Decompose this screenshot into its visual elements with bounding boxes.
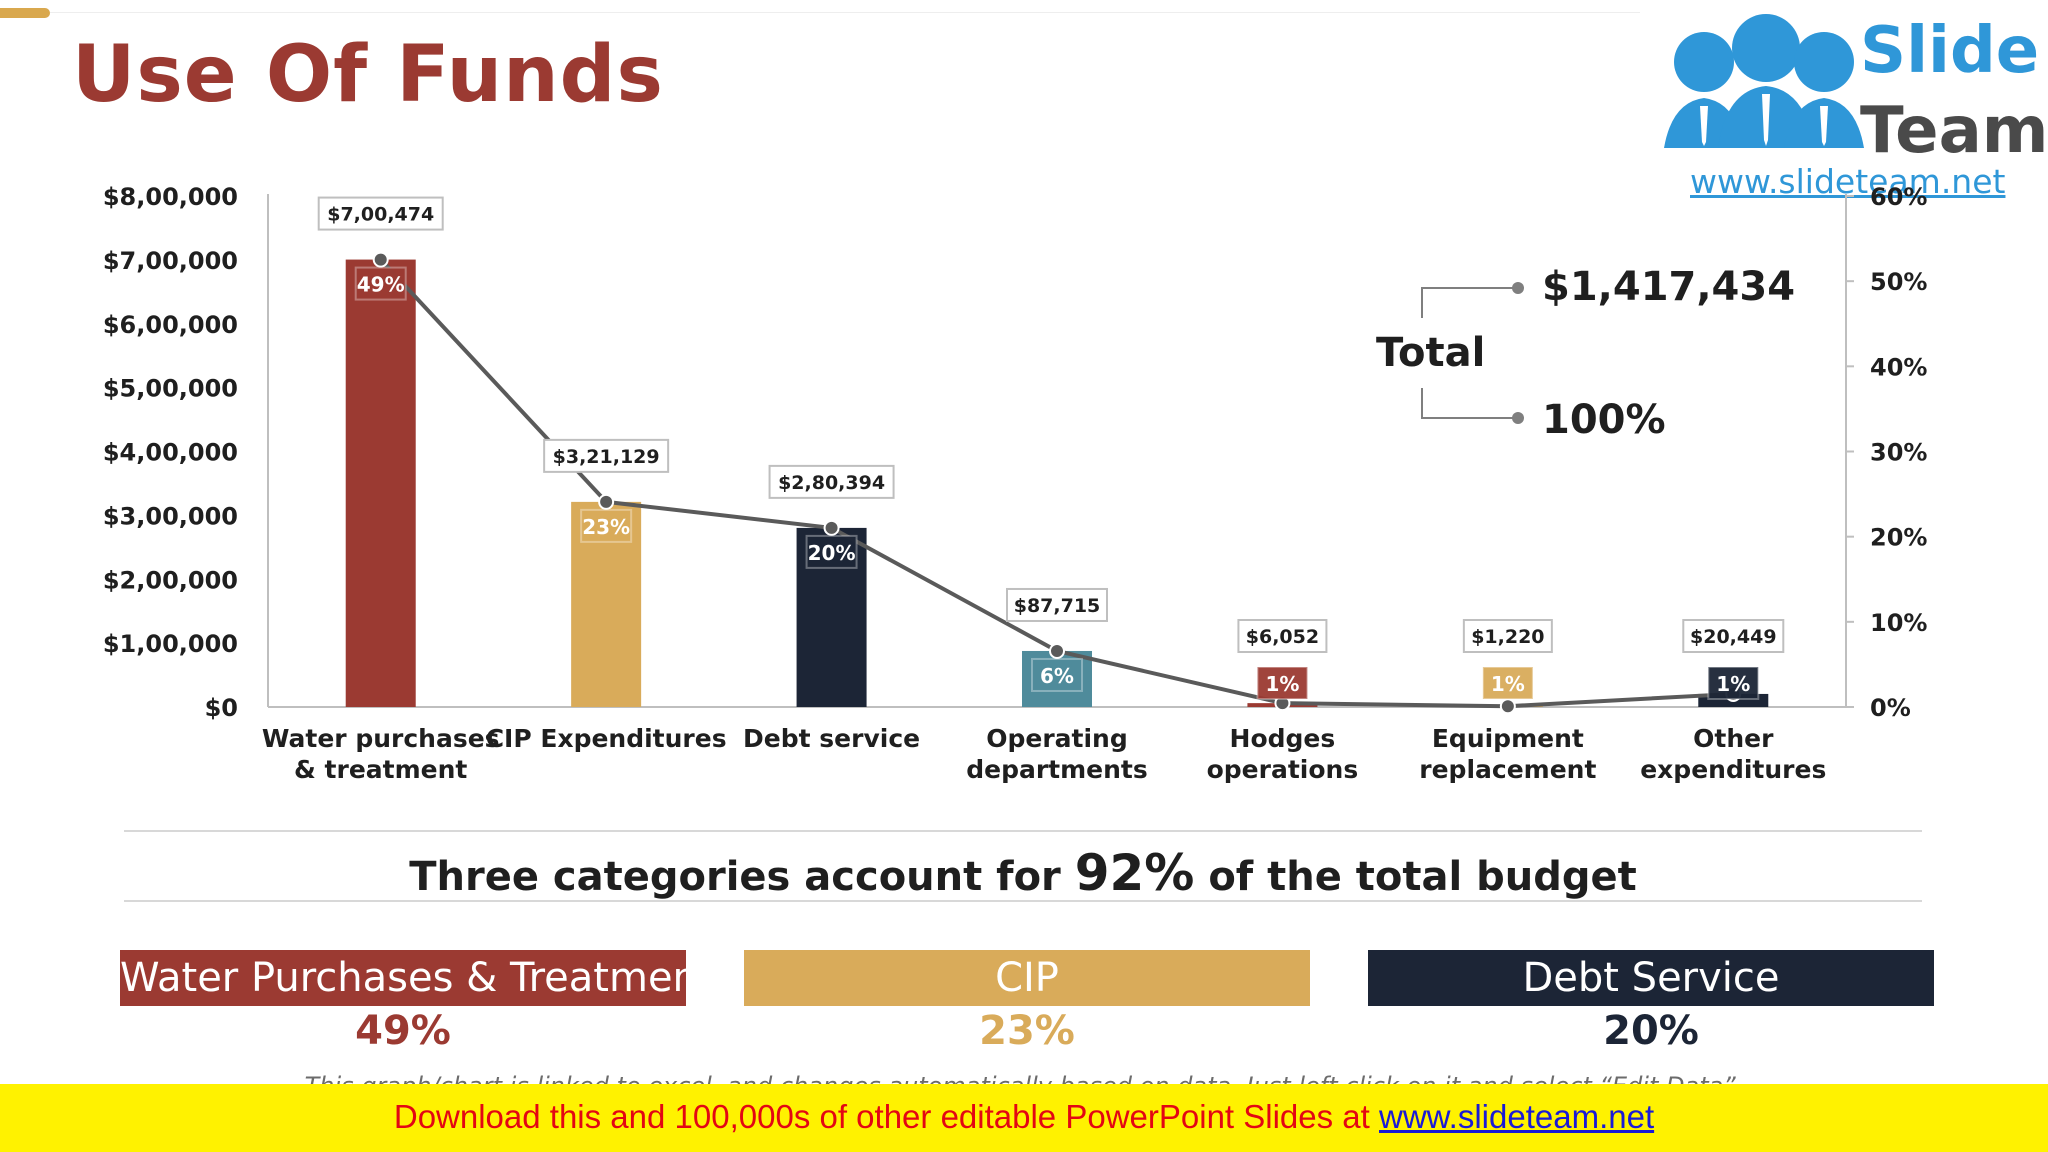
value-label-box	[1006, 587, 1108, 622]
value-label: $6,052	[1246, 626, 1319, 648]
x-category-label: operations	[1207, 755, 1359, 784]
y-right-tick-label: 40%	[1870, 353, 1927, 381]
value-label: $7,00,474	[327, 204, 434, 226]
percent-label-box	[1707, 666, 1760, 700]
y-left-tick-label: $0	[205, 694, 238, 722]
logo-url-link[interactable]: www.slideteam.net	[1690, 162, 2006, 201]
y-left-tick-label: $2,00,000	[103, 566, 238, 594]
banner-text: Download this and 100,000s of other edit…	[393, 1098, 1379, 1135]
y-left-tick-label: $3,00,000	[103, 502, 238, 530]
y-right-tick-label: 0%	[1870, 694, 1911, 722]
people-logo-icon	[1664, 14, 1864, 148]
bar	[345, 259, 416, 707]
top-rule	[50, 12, 1640, 13]
x-category-label: CIP Expenditures	[486, 724, 727, 753]
value-label: $20,449	[1690, 626, 1777, 648]
line-point	[1499, 698, 1516, 715]
x-category-label: Operating	[986, 724, 1128, 753]
percent-label-box	[354, 266, 407, 301]
y-left-tick-label: $6,00,000	[103, 311, 238, 339]
percent-label: 1%	[1265, 672, 1299, 696]
percent-label: 1%	[1491, 672, 1525, 696]
percent-label-box	[805, 534, 858, 569]
slide-title: Use Of Funds	[72, 30, 664, 120]
slideteam-logo: Slide Team www.slideteam.net	[1640, 0, 2048, 201]
logo-word-team: Team	[1860, 94, 2048, 168]
accent-bar	[0, 8, 50, 18]
total-value: $1,417,434	[1542, 264, 1796, 310]
category-percent-cip: 23%	[979, 1008, 1075, 1054]
y-right-tick-label: 30%	[1870, 439, 1927, 467]
x-category-label: Hodges	[1230, 724, 1336, 753]
category-box-water: Water Purchases & Treatment	[120, 950, 714, 1006]
y-left-tick-label: $4,00,000	[103, 439, 238, 467]
percent-label-box	[580, 508, 633, 543]
category-percent-water: 49%	[355, 1008, 451, 1054]
value-label: $2,80,394	[778, 472, 885, 494]
summary-text-before: Three categories account for	[409, 854, 1075, 900]
line-point	[1049, 642, 1065, 659]
value-label-box	[543, 438, 670, 473]
percent-label: 23%	[582, 515, 630, 539]
x-category-label: Other	[1693, 724, 1774, 753]
total-percent: 100%	[1542, 397, 1666, 443]
y-right-tick-label: 10%	[1870, 609, 1927, 637]
value-label-box	[317, 196, 444, 231]
y-right-tick-label: 60%	[1870, 183, 1927, 211]
percent-label: 20%	[808, 541, 856, 565]
logo-word-slide: Slide	[1860, 14, 2040, 88]
summary-highlight: 92%	[1074, 844, 1195, 902]
total-label: Total	[1376, 330, 1486, 376]
summary-text-after: of the total budget	[1194, 854, 1637, 900]
line-point	[823, 519, 840, 536]
x-category-label: departments	[966, 755, 1148, 784]
x-category-label: expenditures	[1640, 755, 1826, 784]
y-left-tick-label: $1,00,000	[103, 630, 238, 658]
total-connector-dot-lower	[1512, 412, 1524, 424]
summary-bottom-divider	[124, 900, 1922, 902]
total-connector-lower	[1421, 388, 1518, 419]
value-label-box	[1237, 619, 1328, 653]
percent-label: 49%	[357, 273, 405, 297]
value-label-box	[1682, 619, 1785, 653]
category-box-debt: Debt Service	[1368, 950, 1934, 1006]
percent-label: 6%	[1040, 664, 1074, 688]
y-right-tick-label: 20%	[1870, 524, 1927, 552]
value-label: $87,715	[1014, 595, 1101, 617]
percent-label-box	[1256, 666, 1309, 700]
percent-label-box	[1481, 666, 1534, 700]
value-label-box	[768, 464, 895, 499]
value-label: $3,21,129	[553, 446, 660, 468]
value-label: $1,220	[1471, 626, 1544, 648]
x-category-label: Debt service	[743, 724, 920, 753]
download-banner: Download this and 100,000s of other edit…	[0, 1084, 2048, 1152]
summary-statement: Three categories account for 92% of the …	[124, 844, 1922, 902]
x-category-label: Equipment	[1432, 724, 1584, 753]
x-category-label: & treatment	[294, 755, 467, 784]
value-label-box	[1462, 619, 1553, 653]
percent-label-box	[1031, 657, 1083, 692]
percent-label: 1%	[1716, 672, 1750, 696]
x-category-label: replacement	[1419, 755, 1596, 784]
use-of-funds-chart: $0 $1,00,000 $2,00,000 $3,00,000 $4,00,000 $5…	[103, 183, 1928, 784]
category-percent-debt: 20%	[1603, 1008, 1699, 1054]
x-category-label: Water purchases	[262, 724, 500, 753]
category-box-cip: CIP	[744, 950, 1310, 1006]
y-left-tick-label: $8,00,000	[103, 183, 238, 211]
y-left-tick-label: $5,00,000	[103, 375, 238, 403]
total-connector-dot-upper	[1512, 282, 1524, 294]
line-point	[598, 493, 615, 510]
y-right-tick-label: 50%	[1870, 268, 1927, 296]
line-point	[372, 251, 389, 268]
y-left-tick-label: $7,00,000	[103, 247, 238, 275]
summary-top-divider	[124, 830, 1922, 832]
banner-link[interactable]: www.slideteam.net	[1379, 1098, 1655, 1135]
total-connector-upper	[1421, 287, 1518, 318]
